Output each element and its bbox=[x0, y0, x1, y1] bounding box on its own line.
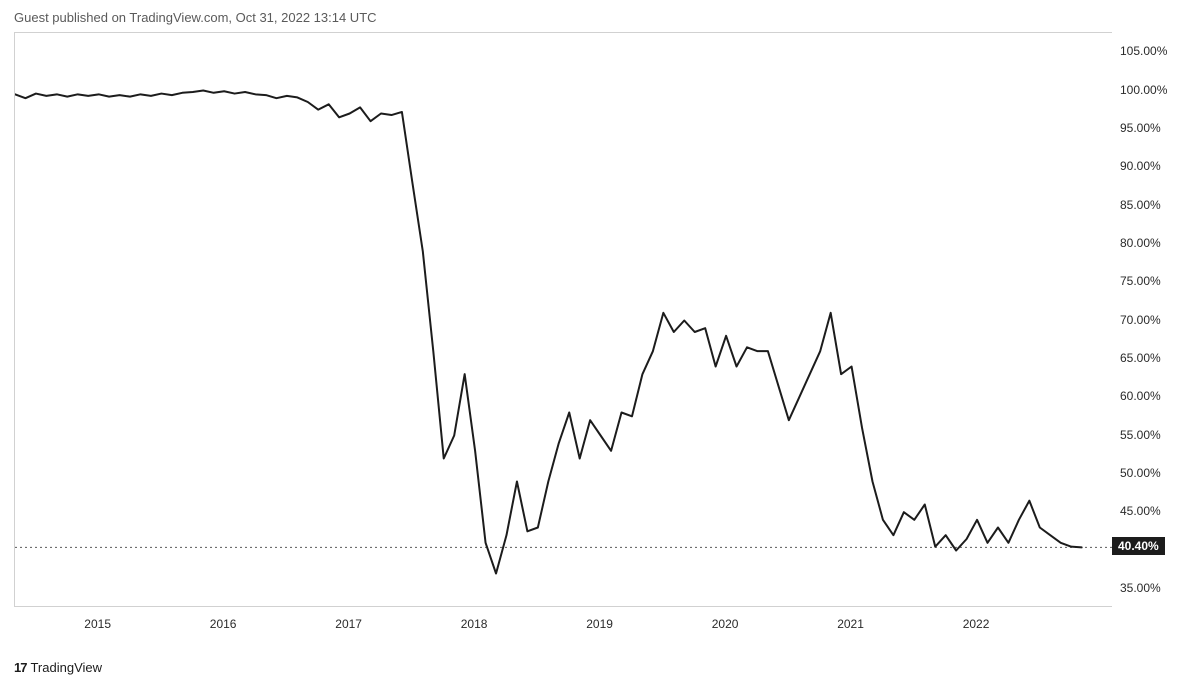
y-tick-label: 55.00% bbox=[1120, 428, 1161, 442]
tradingview-logo-icon: 17 bbox=[14, 660, 26, 675]
brand-label: TradingView bbox=[30, 660, 102, 675]
x-tick-label: 2020 bbox=[712, 617, 739, 631]
x-tick-label: 2016 bbox=[210, 617, 237, 631]
plot-area[interactable] bbox=[14, 32, 1112, 607]
y-tick-label: 70.00% bbox=[1120, 313, 1161, 327]
y-tick-label: 75.00% bbox=[1120, 274, 1161, 288]
x-tick-label: 2015 bbox=[84, 617, 111, 631]
footer-brand[interactable]: 17 TradingView bbox=[14, 660, 102, 675]
last-price-badge: 40.40% bbox=[1112, 537, 1165, 555]
y-tick-label: 50.00% bbox=[1120, 466, 1161, 480]
y-tick-label: 65.00% bbox=[1120, 351, 1161, 365]
y-tick-label: 105.00% bbox=[1120, 44, 1167, 58]
x-tick-label: 2018 bbox=[461, 617, 488, 631]
y-tick-label: 60.00% bbox=[1120, 389, 1161, 403]
y-axis: 35.00%40.00%45.00%50.00%55.00%60.00%65.0… bbox=[1112, 32, 1186, 607]
chart-container: 35.00%40.00%45.00%50.00%55.00%60.00%65.0… bbox=[14, 32, 1186, 642]
x-tick-label: 2017 bbox=[335, 617, 362, 631]
x-tick-label: 2021 bbox=[837, 617, 864, 631]
y-tick-label: 85.00% bbox=[1120, 198, 1161, 212]
publish-info: Guest published on TradingView.com, Oct … bbox=[14, 10, 377, 25]
x-tick-label: 2019 bbox=[586, 617, 613, 631]
y-tick-label: 35.00% bbox=[1120, 581, 1161, 595]
y-tick-label: 90.00% bbox=[1120, 159, 1161, 173]
y-tick-label: 95.00% bbox=[1120, 121, 1161, 135]
y-tick-label: 100.00% bbox=[1120, 83, 1167, 97]
x-tick-label: 2022 bbox=[963, 617, 990, 631]
y-tick-label: 80.00% bbox=[1120, 236, 1161, 250]
price-line bbox=[15, 91, 1082, 574]
chart-svg bbox=[15, 33, 1113, 608]
x-axis: 2015 2016 2017 2018 2019 2020 2021 2022 bbox=[14, 607, 1112, 642]
y-tick-label: 45.00% bbox=[1120, 504, 1161, 518]
